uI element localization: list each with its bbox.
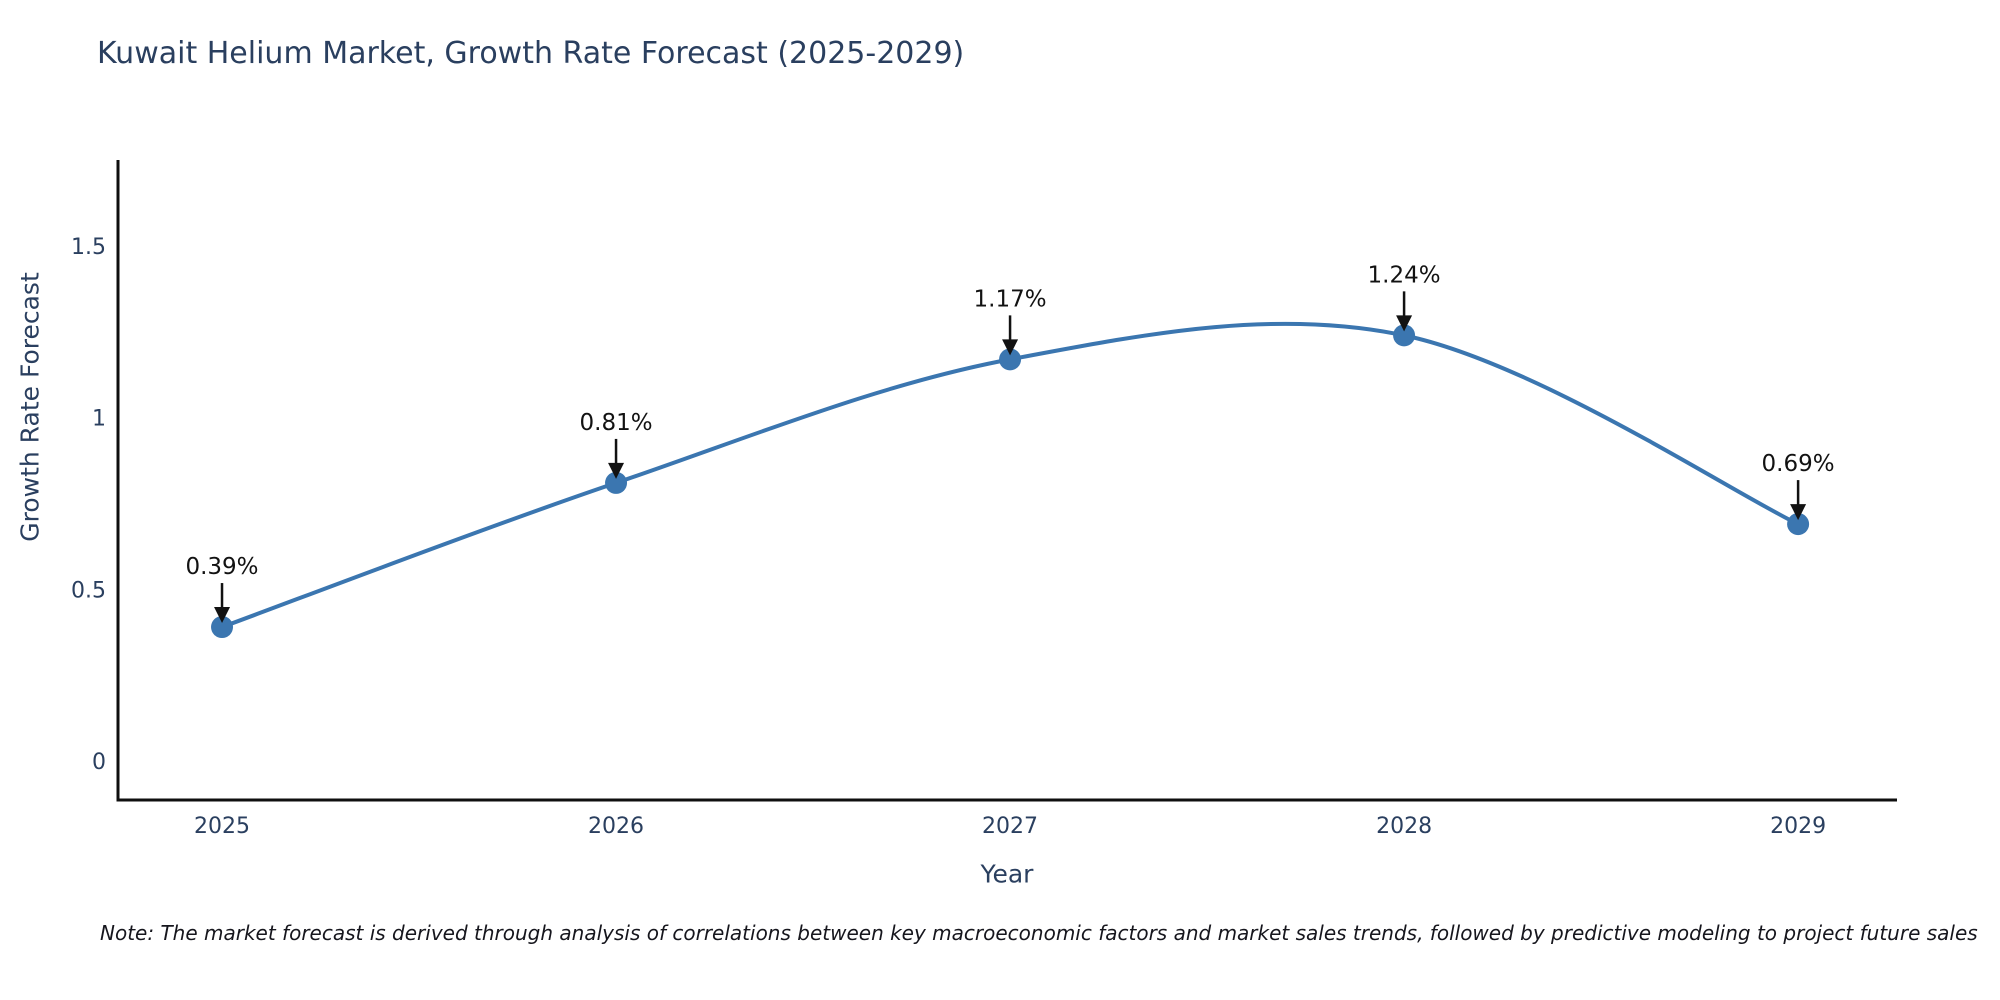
x-tick-label: 2029 (1770, 814, 1826, 839)
x-tick-label: 2025 (194, 814, 250, 839)
data-point-marker[interactable] (1787, 513, 1810, 536)
data-point-marker[interactable] (605, 471, 628, 494)
data-point-marker[interactable] (999, 348, 1022, 371)
annotation-arrowhead (214, 607, 231, 624)
footnote: Note: The market forecast is derived thr… (100, 921, 1978, 945)
annotation-label: 1.24% (1368, 262, 1441, 288)
annotation-label: 1.17% (974, 286, 1047, 312)
y-tick-label: 0.5 (71, 578, 106, 603)
x-tick-label: 2028 (1376, 814, 1432, 839)
y-axis-title: Growth Rate Forecast (15, 272, 45, 542)
x-tick-label: 2027 (982, 814, 1038, 839)
data-point-marker[interactable] (211, 616, 234, 639)
annotation-arrowhead (1396, 315, 1413, 332)
x-axis-title: Year (980, 859, 1034, 889)
annotation-arrowhead (1002, 339, 1019, 356)
data-point-group-2027: 1.17% (974, 286, 1047, 371)
data-point-group-2028: 1.24% (1368, 262, 1441, 347)
data-point-group-2029: 0.69% (1762, 451, 1835, 536)
y-tick-label: 1.5 (71, 235, 106, 260)
annotation-arrowhead (608, 462, 625, 479)
chart-title: Kuwait Helium Market, Growth Rate Foreca… (97, 36, 965, 71)
x-tick-label: 2026 (588, 814, 644, 839)
annotation-label: 0.81% (580, 410, 653, 436)
annotation-arrowhead (1790, 504, 1807, 521)
annotation-label: 0.39% (185, 554, 258, 580)
annotation-label: 0.69% (1762, 451, 1835, 477)
data-point-marker[interactable] (1393, 324, 1416, 347)
data-point-group-2025: 0.39% (185, 554, 259, 639)
data-point-group-2026: 0.81% (580, 410, 653, 494)
y-tick-label: 0 (92, 750, 106, 775)
y-tick-label: 1 (92, 407, 106, 432)
